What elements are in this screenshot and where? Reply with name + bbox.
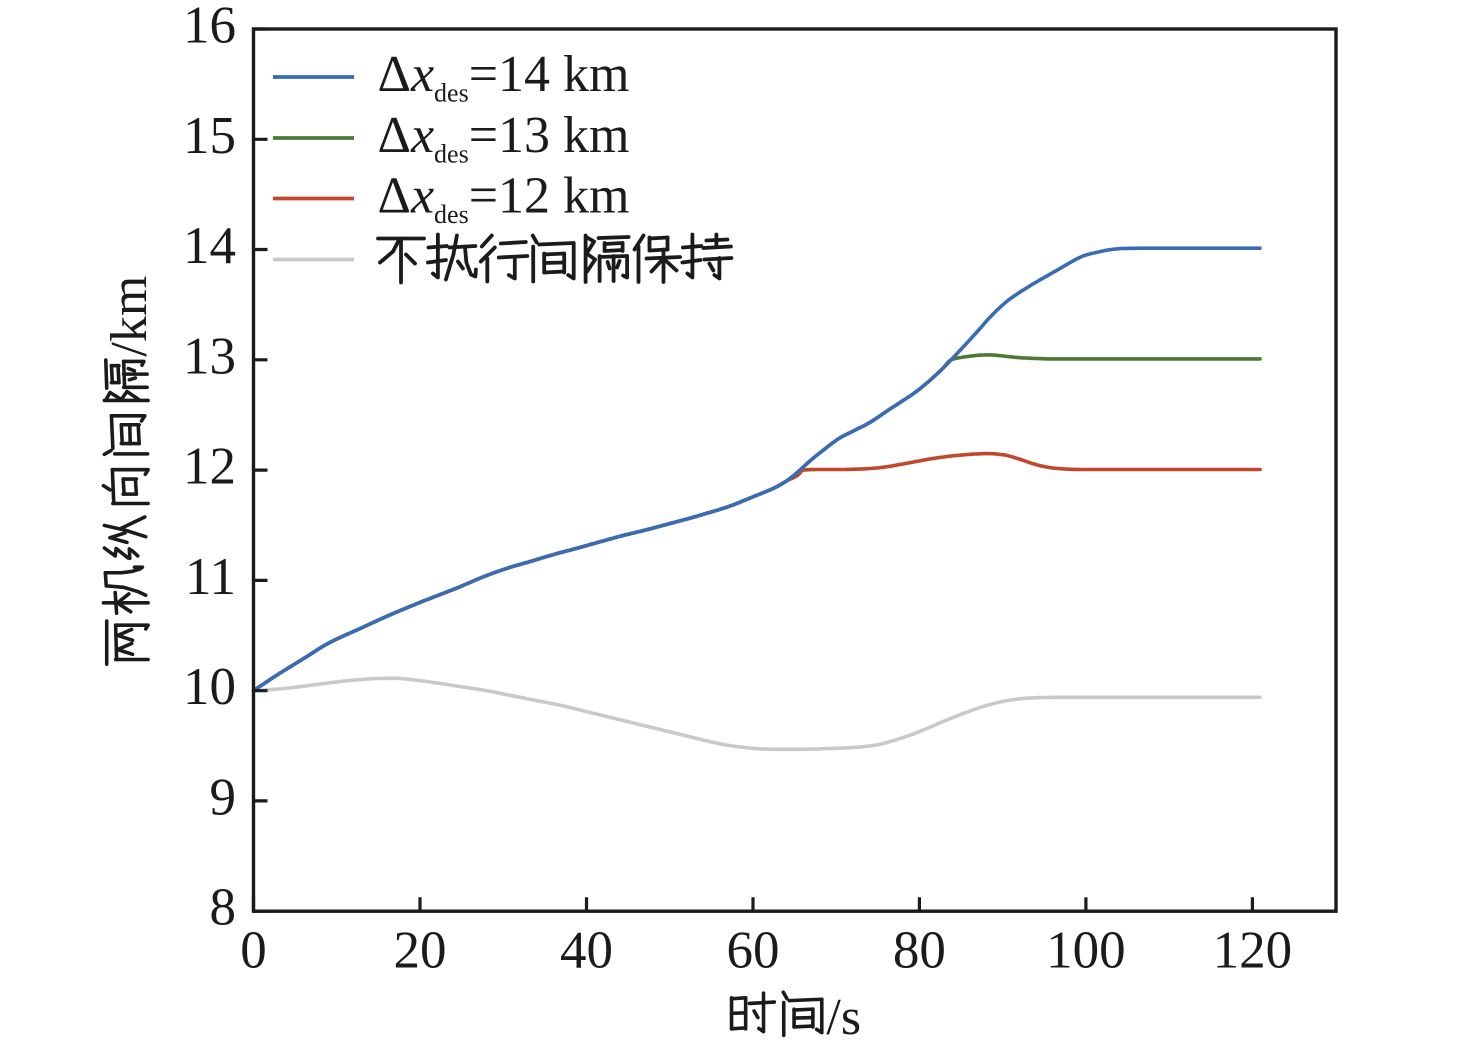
- svg-text:13: 13: [183, 327, 236, 385]
- svg-text:20: 20: [394, 922, 447, 980]
- svg-text:16: 16: [183, 0, 236, 55]
- svg-text:14: 14: [183, 217, 236, 275]
- svg-text:15: 15: [183, 107, 236, 165]
- svg-text:8: 8: [210, 879, 237, 937]
- svg-text:40: 40: [560, 922, 613, 980]
- svg-text:12: 12: [183, 438, 236, 496]
- svg-text:Δxdes=12 km: Δxdes=12 km: [378, 168, 630, 230]
- svg-text:Δxdes=13 km: Δxdes=13 km: [378, 107, 630, 169]
- svg-text:0: 0: [240, 922, 267, 980]
- svg-text:9: 9: [210, 768, 237, 826]
- svg-text:10: 10: [183, 658, 236, 716]
- svg-text:100: 100: [1046, 922, 1126, 980]
- svg-text:60: 60: [727, 922, 780, 980]
- svg-text:Δxdes=14 km: Δxdes=14 km: [378, 46, 630, 108]
- svg-text:120: 120: [1213, 922, 1293, 980]
- svg-text:11: 11: [185, 548, 236, 606]
- svg-text:80: 80: [893, 922, 946, 980]
- svg-text:/km: /km: [101, 276, 158, 357]
- svg-text:/s: /s: [826, 989, 861, 1046]
